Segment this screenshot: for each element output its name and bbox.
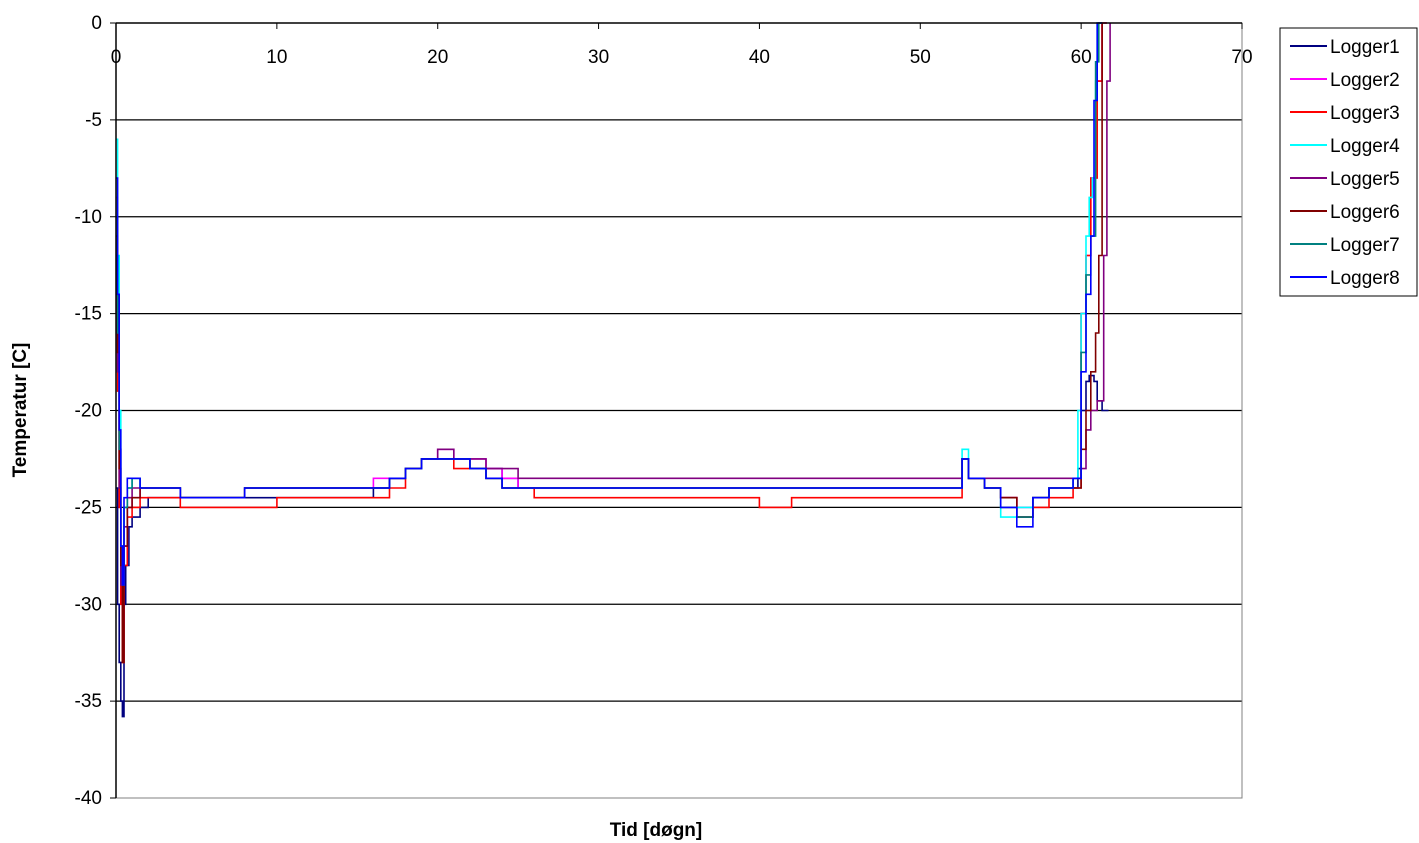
series-line-logger4 xyxy=(116,22,1103,586)
x-tick-label: 50 xyxy=(910,47,931,68)
y-axis-ticks: 0 -5 -10 -15 -20 -25 -30 -35 -40 xyxy=(75,13,116,809)
y-tick-label: -20 xyxy=(75,401,102,422)
series-line-logger2 xyxy=(116,22,1107,625)
legend-label-logger5: Logger5 xyxy=(1330,169,1400,190)
x-tick-label: 10 xyxy=(266,47,287,68)
legend-label-logger7: Logger7 xyxy=(1330,235,1400,256)
series-line-logger7 xyxy=(116,22,1103,586)
x-tick-label: 70 xyxy=(1231,47,1252,68)
y-tick-label: -40 xyxy=(75,788,102,809)
legend-label-logger8: Logger8 xyxy=(1330,268,1400,289)
series-lines xyxy=(116,22,1111,718)
y-tick-label: 0 xyxy=(91,13,102,34)
y-tick-label: -10 xyxy=(75,207,102,228)
y-tick-label: -15 xyxy=(75,304,102,325)
legend: Logger1 Logger2 Logger3 Logger4 Logger5 Logge… xyxy=(1279,27,1418,297)
legend-label-logger6: Logger6 xyxy=(1330,202,1400,223)
legend-label-logger4: Logger4 xyxy=(1330,136,1400,157)
x-tick-label: 30 xyxy=(588,47,609,68)
x-tick-label: 40 xyxy=(749,47,770,68)
y-tick-label: -5 xyxy=(85,110,102,131)
y-tick-label: -35 xyxy=(75,691,102,712)
x-tick-label: 0 xyxy=(111,47,122,68)
grid-lines xyxy=(116,119,1242,702)
x-axis-ticks: 0 10 20 30 40 50 60 70 xyxy=(111,23,1253,68)
legend-box xyxy=(1279,27,1418,297)
series-line-logger6 xyxy=(116,23,1103,664)
legend-label-logger1: Logger1 xyxy=(1330,37,1400,58)
series-line-logger1 xyxy=(116,374,1109,718)
series-line-logger3 xyxy=(116,22,1107,664)
legend-label-logger2: Logger2 xyxy=(1330,70,1400,91)
y-tick-label: -25 xyxy=(75,497,102,518)
legend-label-logger3: Logger3 xyxy=(1330,103,1400,124)
x-tick-label: 60 xyxy=(1071,47,1092,68)
series-line-logger8 xyxy=(116,22,1103,586)
y-axis-title: Temperatur [C] xyxy=(10,343,31,478)
x-axis-title: Tid [døgn] xyxy=(610,820,703,841)
x-tick-label: 20 xyxy=(427,47,448,68)
y-tick-label: -30 xyxy=(75,594,102,615)
